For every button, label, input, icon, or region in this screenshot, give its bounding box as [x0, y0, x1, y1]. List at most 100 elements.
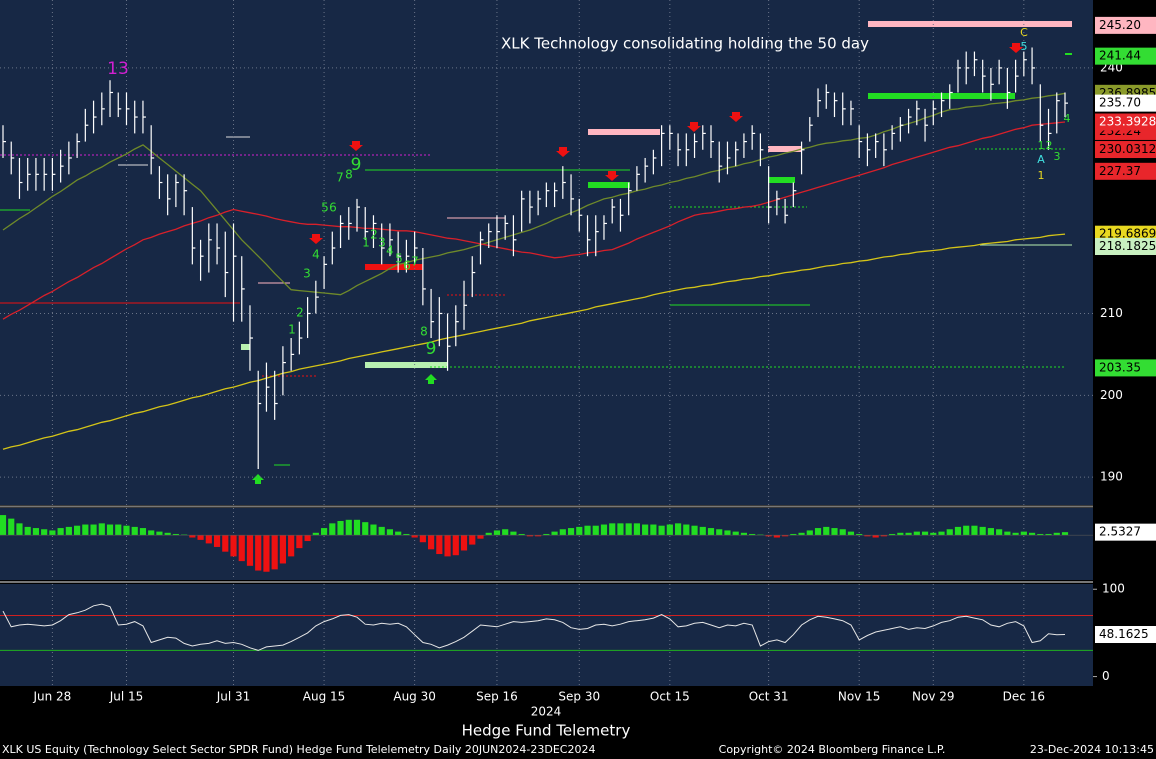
- price-label: 245.20: [1099, 18, 1141, 32]
- price-label-box: [1095, 16, 1156, 34]
- price-label-box: [1095, 359, 1156, 377]
- histogram-bar: [666, 524, 673, 536]
- histogram-bar: [444, 535, 451, 557]
- x-axis-year: 2024: [531, 705, 562, 719]
- moving-average: [2, 92, 1066, 296]
- histogram-bar: [1012, 532, 1019, 536]
- histogram-bar: [460, 535, 468, 551]
- histogram-bar: [337, 520, 344, 536]
- count-label: 7: [336, 171, 344, 185]
- histogram-bar: [699, 526, 706, 536]
- histogram-bar: [82, 524, 89, 536]
- histogram-bar: [864, 535, 871, 537]
- histogram-bar: [246, 535, 254, 566]
- histogram-bar: [740, 532, 748, 536]
- histogram-bar: [930, 532, 937, 536]
- histogram-bar: [625, 523, 632, 536]
- histogram-bar: [345, 519, 352, 536]
- histogram-bar: [353, 519, 361, 536]
- histogram-bar: [889, 533, 896, 536]
- histogram-bar: [74, 525, 81, 536]
- histogram-bar: [255, 535, 262, 571]
- rsi-line: [2, 603, 1066, 651]
- histogram-bar: [1020, 531, 1027, 536]
- count-label: 1: [1038, 139, 1045, 152]
- histogram-bar: [880, 535, 887, 537]
- x-tick-label: Oct 31: [749, 690, 789, 704]
- histogram-bar: [584, 525, 591, 536]
- histogram-bar: [378, 526, 385, 536]
- histogram-bar: [502, 529, 509, 536]
- x-axis-caption: Hedge Fund Telemetry: [462, 722, 631, 740]
- histogram-bar: [222, 535, 229, 552]
- histogram-bar: [41, 529, 48, 536]
- histogram-bar: [987, 528, 994, 536]
- histogram-bar: [1028, 532, 1036, 536]
- price-label-box: [1095, 162, 1156, 180]
- histogram-bar: [304, 535, 311, 542]
- x-tick-label: Aug 15: [303, 690, 346, 704]
- histogram-bar: [897, 532, 904, 536]
- count-label: 3: [378, 236, 386, 250]
- price-label-box: [1095, 94, 1156, 112]
- histogram-bar: [49, 530, 56, 536]
- price-label: 203.35: [1099, 360, 1141, 374]
- moving-average: [2, 121, 1066, 320]
- histogram-bar: [724, 530, 731, 536]
- x-tick-label: Jun 28: [32, 690, 71, 704]
- histogram-bar: [814, 528, 822, 536]
- histogram-bar: [782, 535, 789, 537]
- x-tick-label: Nov 15: [838, 690, 881, 704]
- price-label: 241.44: [1099, 49, 1141, 63]
- histogram-panel: [0, 508, 1093, 580]
- count-label: 1: [1038, 169, 1045, 182]
- count-label: 6: [329, 201, 337, 215]
- count-label: 5: [1021, 40, 1028, 53]
- histogram-bar: [559, 529, 566, 536]
- histogram-bar: [609, 523, 616, 536]
- histogram-bar: [806, 530, 813, 536]
- histogram-bar: [477, 535, 484, 539]
- last-value-box: [1095, 626, 1156, 644]
- chart-title: XLK Technology consolidating holding the…: [501, 35, 869, 53]
- x-tick-label: Dec 16: [1003, 690, 1045, 704]
- histogram-bar: [839, 529, 846, 536]
- histogram-bar: [831, 528, 838, 536]
- histogram-bar: [57, 528, 64, 536]
- histogram-bar: [230, 535, 237, 557]
- histogram-bar: [971, 525, 978, 536]
- histogram-bar: [312, 532, 319, 536]
- histogram-bar: [691, 525, 698, 536]
- footer-right: 23-Dec-2024 10:13:45: [1030, 743, 1154, 756]
- histogram-bar: [633, 523, 640, 536]
- count-label: 3: [1054, 150, 1061, 163]
- histogram-bar: [148, 530, 155, 536]
- count-label: 4: [386, 244, 394, 258]
- histogram-bar: [535, 535, 542, 537]
- histogram-bar: [164, 532, 171, 536]
- histogram-bar: [1037, 533, 1044, 536]
- histogram-bar: [493, 530, 501, 536]
- histogram-bar: [592, 525, 599, 536]
- count-label: 1: [362, 236, 370, 250]
- signal-arrows: [252, 374, 437, 484]
- histogram-bar: [823, 526, 830, 536]
- histogram-bar: [419, 535, 426, 543]
- histogram-bar: [938, 531, 945, 536]
- histogram-bar: [205, 535, 212, 544]
- histogram-bar: [650, 524, 657, 536]
- histogram-bar: [16, 523, 23, 536]
- histogram-bar: [386, 529, 394, 536]
- histogram-bar: [172, 533, 179, 536]
- histogram-bar: [1045, 533, 1052, 536]
- count-label: 9: [426, 339, 437, 359]
- histogram-bar: [139, 528, 147, 536]
- histogram-bar: [683, 524, 690, 536]
- last-value-label: 2.5327: [1099, 525, 1141, 539]
- histogram-bar: [1053, 532, 1060, 536]
- histogram-bar: [773, 535, 780, 538]
- histogram-bar: [296, 535, 303, 549]
- count-label: A: [1037, 153, 1045, 166]
- histogram-bar: [576, 526, 583, 536]
